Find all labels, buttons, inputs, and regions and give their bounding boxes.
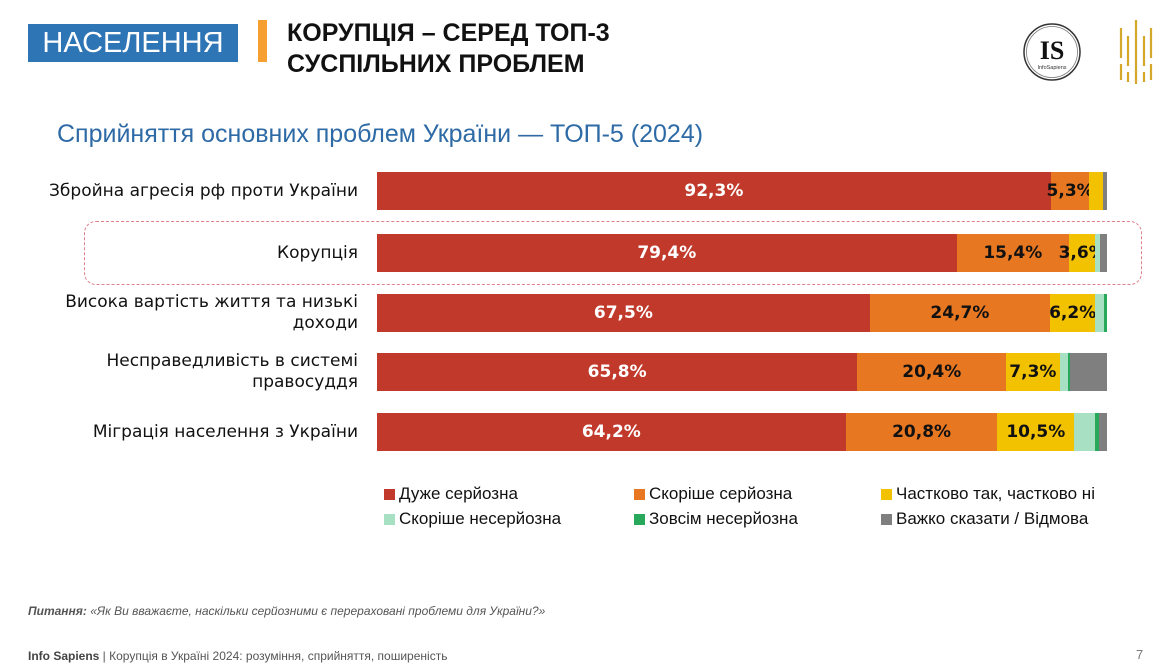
bar-segment — [1089, 172, 1103, 210]
bar-segment — [1098, 413, 1107, 451]
bar-segment: 24,7% — [869, 294, 1051, 332]
legend-swatch — [881, 513, 892, 525]
data-label: 79,4% — [637, 243, 697, 263]
section-tag: НАСЕЛЕННЯ — [28, 24, 238, 62]
slide-headline: КОРУПЦІЯ – СЕРЕД ТОП-3 СУСПІЛЬНИХ ПРОБЛЕ… — [287, 18, 610, 80]
bar-segment: 92,3% — [377, 172, 1051, 210]
bar-segment — [1068, 353, 1071, 391]
bar-row: 79,4% 15,4% 3,6% — [377, 234, 1107, 272]
data-label: 92,3% — [684, 181, 744, 201]
legend-item: Частково так, частково ні — [881, 484, 1095, 504]
bar-segment: 3,6% — [1059, 234, 1106, 272]
legend-swatch — [634, 488, 645, 500]
data-label: 3,6% — [1058, 243, 1106, 263]
bar-segment: 20,4% — [857, 353, 1007, 391]
data-label: 15,4% — [983, 243, 1043, 263]
bar-segment: 5,3% — [1047, 172, 1094, 210]
bar-segment — [1102, 172, 1107, 210]
data-label: 20,8% — [892, 422, 952, 442]
chart-title: Сприйняття основних проблем України — ТО… — [57, 120, 704, 148]
data-label: 5,3% — [1046, 181, 1094, 201]
legend-label: Частково так, частково ні — [896, 484, 1095, 503]
legend-swatch — [634, 513, 645, 525]
accent-bar — [258, 20, 267, 62]
data-label: 67,5% — [593, 303, 653, 323]
bar-segment — [1095, 413, 1099, 451]
data-label: 65,8% — [587, 362, 647, 382]
legend-item: Скоріше несерйозна — [384, 509, 561, 529]
page-number: 7 — [1136, 647, 1144, 662]
legend-label: Дуже серйозна — [399, 484, 518, 503]
data-label: 20,4% — [902, 362, 962, 382]
survey-question: Питання: «Як Ви вважаєте, наскільки серй… — [28, 604, 545, 618]
data-label: 64,2% — [581, 422, 641, 442]
legend-swatch — [384, 488, 395, 500]
bar-segment: 79,4% — [377, 234, 957, 272]
legend-label: Важко сказати / Відмова — [896, 509, 1089, 528]
category-label: Збройна агресія рф проти України — [49, 180, 358, 201]
trident-logo-icon — [1119, 20, 1153, 84]
data-label: 6,2% — [1049, 303, 1097, 323]
bar-segment — [1059, 353, 1069, 391]
legend-label: Скоріше серйозна — [649, 484, 793, 503]
data-label: 7,3% — [1009, 362, 1057, 382]
legend-item: Дуже серйозна — [384, 484, 518, 504]
data-label: 24,7% — [930, 303, 990, 323]
headline-line-2: СУСПІЛЬНИХ ПРОБЛЕМ — [287, 50, 585, 78]
legend-label: Скоріше несерйозна — [399, 509, 562, 528]
infosapiens-logo-icon: IS InfoSapiens — [1023, 23, 1081, 81]
bar-segment: 15,4% — [956, 234, 1070, 272]
bar-segment — [1070, 353, 1107, 391]
logo-subtext: InfoSapiens — [1037, 65, 1066, 71]
footer-brand: Info Sapiens — [28, 649, 100, 663]
bar-segment: 10,5% — [997, 413, 1075, 451]
bar-row: 92,3% 5,3% — [377, 172, 1107, 210]
legend-label: Зовсім несерйозна — [649, 509, 798, 528]
bar-segment: 6,2% — [1049, 294, 1097, 332]
bar-segment — [1095, 234, 1100, 272]
category-label: Міграція населення з України — [92, 421, 358, 442]
bar-segment — [1074, 413, 1096, 451]
data-label: 10,5% — [1006, 422, 1066, 442]
bar-row: 64,2% 20,8% 10,5% — [377, 413, 1107, 451]
footer-source: Info Sapiens | Корупція в Україні 2024: … — [28, 649, 447, 663]
highlight-box-corruption — [84, 221, 1142, 285]
question-text: «Як Ви вважаєте, наскільки серйозними є … — [86, 604, 546, 618]
headline-line-1: КОРУПЦІЯ – СЕРЕД ТОП-3 — [287, 19, 610, 47]
bar-segment — [1099, 234, 1107, 272]
legend-item: Скоріше серйозна — [634, 484, 792, 504]
legend-item: Зовсім несерйозна — [634, 509, 798, 529]
bar-segment — [1104, 294, 1107, 332]
category-label: Несправедливість в системі правосуддя — [106, 351, 358, 392]
bar-segment: 20,8% — [845, 413, 998, 451]
bar-segment: 64,2% — [377, 413, 846, 451]
category-label: Висока вартість життя та низькі доходи — [65, 292, 358, 333]
bar-segment: 7,3% — [1006, 353, 1060, 391]
logo-text: IS — [1040, 36, 1065, 65]
legend-swatch — [384, 513, 395, 525]
legend-swatch — [881, 488, 892, 500]
bar-segment: 65,8% — [377, 353, 858, 391]
bar-row: 67,5% 24,7% 6,2% — [377, 294, 1107, 332]
bar-row: 65,8% 20,4% 7,3% — [377, 353, 1107, 391]
question-label: Питання: — [28, 604, 87, 618]
category-label: Корупція — [277, 242, 358, 263]
bar-segment: 67,5% — [377, 294, 870, 332]
legend-item: Важко сказати / Відмова — [881, 509, 1088, 529]
footer-report-title: | Корупція в Україні 2024: розуміння, сп… — [99, 649, 448, 663]
bar-segment — [1095, 294, 1105, 332]
